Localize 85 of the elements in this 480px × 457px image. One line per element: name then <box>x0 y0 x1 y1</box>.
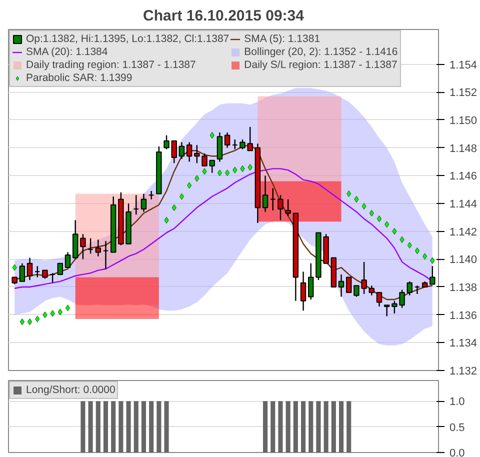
point <box>187 182 192 189</box>
point <box>232 166 238 174</box>
point <box>217 170 222 176</box>
y-tick-label: 1.144 <box>450 198 478 210</box>
point <box>430 257 435 264</box>
candlestick <box>186 142 192 162</box>
legend-label: SMA (20): 1.1384 <box>26 46 108 58</box>
candlestick <box>300 271 306 312</box>
candlestick <box>414 285 420 295</box>
candlestick <box>102 240 109 270</box>
y-tick-label: 1.140 <box>450 254 478 266</box>
point <box>27 318 32 326</box>
candlestick <box>406 280 412 296</box>
point <box>65 304 70 312</box>
legend-label: Parabolic SAR: 1.1399 <box>26 72 132 84</box>
candlestick <box>368 285 374 296</box>
candlestick <box>224 132 230 148</box>
legend-label: Bollinger (20, 2): 1.1352 - 1.1416 <box>244 46 398 58</box>
point <box>414 248 420 254</box>
candlestick <box>140 193 147 212</box>
candlestick <box>178 142 185 160</box>
point <box>376 215 382 222</box>
y-tick-label: 1.152 <box>450 87 478 100</box>
point <box>35 316 40 322</box>
candlestick <box>346 276 352 294</box>
point <box>400 236 404 243</box>
candlestick <box>262 175 268 212</box>
y-tick-label: 1.146 <box>450 170 478 183</box>
point <box>179 193 184 200</box>
point <box>202 168 207 175</box>
point <box>194 175 200 182</box>
candlestick <box>232 138 238 150</box>
candlestick <box>216 132 223 162</box>
candlestick <box>430 266 436 285</box>
chart-title: Chart 16.10.2015 09:34 <box>143 8 305 24</box>
point <box>42 312 48 318</box>
point <box>164 216 169 224</box>
y-tick-label: 1.150 <box>450 114 478 127</box>
candlestick <box>164 134 170 150</box>
candlestick <box>50 272 56 284</box>
y-tick-label: 1.134 <box>450 338 478 350</box>
point <box>384 221 390 228</box>
candlestick <box>384 304 390 317</box>
candlestick <box>95 239 101 257</box>
y-tick-label: 1.138 <box>450 282 478 294</box>
candlestick <box>194 144 200 164</box>
point <box>392 228 397 235</box>
point <box>354 196 359 203</box>
candlestick <box>278 194 284 221</box>
candlestick <box>88 238 94 254</box>
legend-label: Op:1.1382, Hi:1.1395, Lo:1.1382, Cl:1.1387 <box>26 33 230 45</box>
point <box>172 204 176 211</box>
point <box>58 308 62 316</box>
candlestick <box>133 194 139 216</box>
candlestick <box>376 292 382 308</box>
legend-label: Long/Short: 0.0000 <box>26 384 116 396</box>
legend-label: Daily S/L region: 1.1387 - 1.1387 <box>244 59 398 71</box>
point <box>422 253 428 260</box>
y-tick-label: 0.0 <box>450 448 465 457</box>
candlestick <box>57 262 64 275</box>
candlestick <box>26 257 33 281</box>
point <box>50 310 55 317</box>
candlestick <box>19 262 26 282</box>
candlestick <box>285 198 291 217</box>
point <box>240 165 245 172</box>
y-tick-label: 0.5 <box>450 422 465 434</box>
point <box>12 264 17 271</box>
y-tick-label: 1.132 <box>450 366 478 378</box>
y-tick-label: 1.154 <box>450 59 478 72</box>
candlestick <box>171 140 177 164</box>
y-tick-label: 1.0 <box>450 396 465 408</box>
candlestick <box>64 252 71 268</box>
point <box>225 170 230 176</box>
candlestick <box>270 188 276 212</box>
y-tick-label: 1.136 <box>450 310 478 322</box>
legend-label: Daily trading region: 1.1387 - 1.1387 <box>26 59 196 71</box>
candlestick <box>148 190 154 200</box>
candlestick <box>338 274 344 298</box>
candlestick <box>80 234 86 260</box>
candlestick <box>308 262 314 300</box>
candlestick <box>34 266 40 278</box>
y-tick-label: 1.148 <box>450 142 478 155</box>
legend-label: SMA (5): 1.1381 <box>244 33 320 45</box>
y-tick-label: 1.142 <box>450 226 478 238</box>
candlestick <box>72 220 78 260</box>
